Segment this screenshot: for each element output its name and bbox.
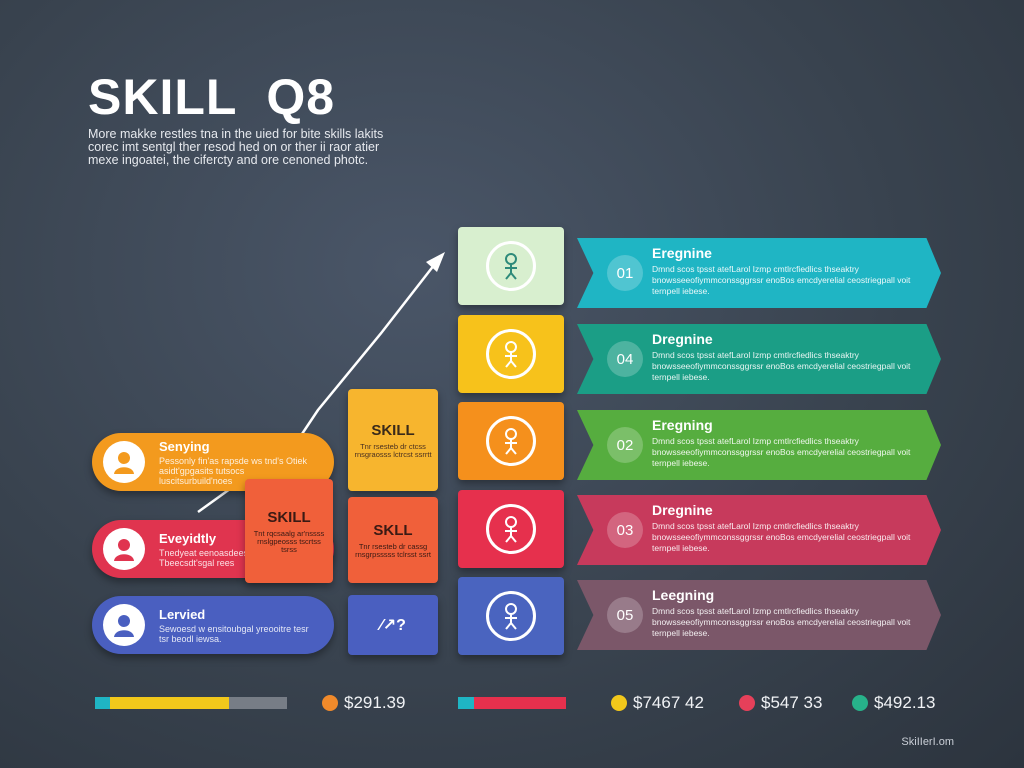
legend-value: $291.39: [344, 693, 406, 712]
stage-number: 02: [607, 427, 643, 463]
progress-bar-2: [458, 697, 566, 709]
progress-segment: [458, 697, 475, 709]
progress-bar-1: [95, 697, 287, 709]
stage-title: Dregnine: [652, 331, 713, 347]
person-icon: [486, 416, 536, 466]
stage-number: 01: [607, 255, 643, 291]
stage-title: Dregnine: [652, 502, 713, 518]
page-subtitle: More makke restles tna in the uied for b…: [88, 127, 384, 167]
block-title: ⁄↗?: [380, 617, 406, 634]
stage-number: 03: [607, 512, 643, 548]
stage-description: Dmnd scos tpsst atefLarol Izmp cmtlrcfie…: [652, 350, 911, 382]
stage-description: Dmnd scos tpsst atefLarol Izmp cmtlrcfie…: [652, 521, 911, 553]
stage-tile-5: [458, 577, 564, 655]
pill-description: Tnedyeat eenoasdeesf ueacse uiede Tbeecs…: [159, 547, 307, 568]
user-avatar-icon: [103, 604, 145, 646]
stage-title: Eregnine: [652, 245, 712, 261]
stage-tile-1: [458, 227, 564, 305]
person-icon: [486, 591, 536, 641]
stage-tile-4: [458, 490, 564, 568]
progress-segment: [474, 697, 566, 709]
stage-banner-3: 02 Eregning Dmnd scos tpsst atefLarol Iz…: [577, 410, 941, 480]
legend-dot: [852, 695, 868, 711]
page-title: SKILL Q8: [88, 69, 336, 125]
skill-block-left: SKILL Tnt rqcsaalg ar'nssss rnslgpeosss …: [245, 479, 333, 583]
stage-title: Eregning: [652, 417, 713, 433]
user-avatar-icon: [103, 441, 145, 483]
stage-tile-3: [458, 402, 564, 480]
pill-description: Pessonly fin'as rapsde ws tnd's Otiek as…: [159, 455, 308, 486]
stage-number: 04: [607, 341, 643, 377]
block-title: SKILL: [267, 508, 311, 526]
stage-banner-4: 03 Dregnine Dmnd scos tpsst atefLarol Iz…: [577, 495, 941, 565]
progress-segment: [95, 697, 111, 709]
user-avatar-icon: [103, 528, 145, 570]
legend-dot: [322, 695, 338, 711]
stage-banner-5: 05 Leegning Dmnd scos tpsst atefLarol Iz…: [577, 580, 941, 650]
pill-lervied[interactable]: Lervied Sewoesd w ensitoubgal yreooitre …: [92, 596, 334, 654]
stage-banner-1: 01 Eregnine Dmnd scos tpsst atefLarol Iz…: [577, 238, 941, 308]
stage-description: Dmnd scos tpsst atefLarol Izmp cmtlrcfie…: [652, 436, 911, 468]
pill-description: Sewoesd w ensitoubgal yreooitre tesr tsr…: [159, 623, 309, 644]
legend-dot: [611, 695, 627, 711]
person-icon: [486, 241, 536, 291]
legend-value: $7467 42: [633, 693, 704, 712]
block-description: Tnr rsesteb dr cassg rnsgrpsssss tclrsst…: [355, 541, 431, 559]
legend-value: $492.13: [874, 693, 936, 712]
progress-segment: [229, 697, 287, 709]
stage-banner-2: 04 Dregnine Dmnd scos tpsst atefLarol Iz…: [577, 324, 941, 394]
legend-dot: [739, 695, 755, 711]
block-description: Tnt rqcsaalg ar'nssss rnslgpeosss tscrts…: [253, 528, 325, 554]
watermark: SkiIIerI.om: [901, 736, 954, 748]
pill-title: Senying: [159, 438, 210, 454]
stage-title: Leegning: [652, 587, 715, 603]
trend-block: ⁄↗?: [348, 595, 438, 655]
pill-title: Lervied: [159, 606, 206, 622]
block-description: Tnr rsesteb dr ctcss rnsgraosss lctrcst …: [354, 441, 432, 459]
stage-description: Dmnd scos tpsst atefLarol Izmp cmtlrcfie…: [652, 606, 911, 638]
block-title: SKLL: [373, 521, 413, 539]
skill-block-middle: SKLL Tnr rsesteb dr cassg rnsgrpsssss tc…: [348, 497, 438, 583]
person-icon: [486, 329, 536, 379]
block-title: SKILL: [371, 421, 415, 439]
person-icon: [486, 504, 536, 554]
stage-description: Dmnd scos tpsst atefLarol Izmp cmtlrcfie…: [652, 264, 911, 296]
progress-segment: [110, 697, 230, 709]
skill-block-top: SKILL Tnr rsesteb dr ctcss rnsgraosss lc…: [348, 389, 438, 491]
pill-title: Eveyidtly: [159, 530, 217, 546]
legend-value: $547 33: [761, 693, 823, 712]
stage-number: 05: [607, 597, 643, 633]
stage-tile-2: [458, 315, 564, 393]
